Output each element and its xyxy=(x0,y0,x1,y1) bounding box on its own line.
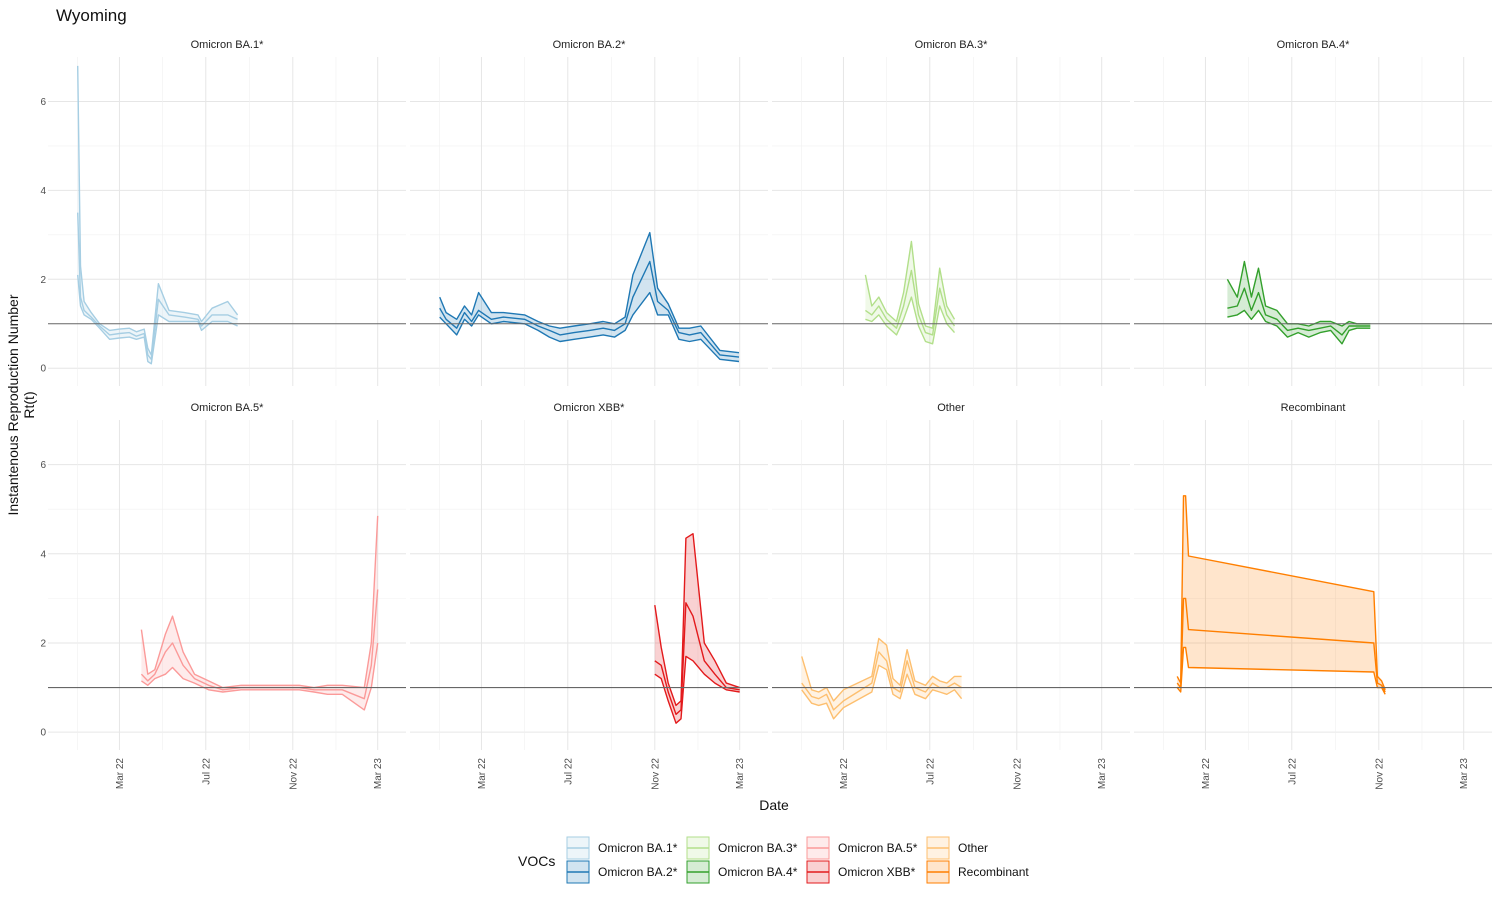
series-line-upper xyxy=(140,515,379,689)
series-line-lower xyxy=(654,655,740,724)
legend-entry-label: Omicron BA.1* xyxy=(598,841,678,855)
x-tick-label: Mar 23 xyxy=(373,758,384,790)
legend-entry-label: Omicron BA.4* xyxy=(718,865,798,879)
legend-entry-label: Omicron XBB* xyxy=(838,865,916,879)
confidence-ribbon xyxy=(865,241,955,344)
series-line-mean xyxy=(77,212,238,360)
facet-strip-label: Omicron BA.4* xyxy=(1277,39,1350,51)
legend-entry-label: Other xyxy=(958,841,988,855)
chart-title: Wyoming xyxy=(56,6,127,25)
legend-entry-label: Recombinant xyxy=(958,865,1029,879)
x-tick-label: Jul 22 xyxy=(563,758,574,785)
facet-strip-label: Omicron BA.5* xyxy=(191,402,264,414)
x-tick-label: Nov 22 xyxy=(288,758,299,790)
y-tick-label: 0 xyxy=(40,364,46,375)
y-tick-label: 6 xyxy=(40,97,46,108)
series-line-mean xyxy=(864,269,956,336)
y-tick-label: 6 xyxy=(40,460,46,471)
legend-title: VOCs xyxy=(518,853,555,869)
x-tick-label: Mar 22 xyxy=(839,758,850,790)
legend-entry-label: Omicron BA.5* xyxy=(838,841,918,855)
series-line-lower xyxy=(865,296,956,345)
y-axis-title-line1: Instantenous Reproduction Number xyxy=(5,294,21,515)
facet-strip-label: Other xyxy=(937,402,965,414)
x-tick-label: Jul 22 xyxy=(925,758,936,785)
x-tick-label: Jul 22 xyxy=(201,758,212,785)
confidence-ribbon xyxy=(141,515,378,710)
confidence-ribbon xyxy=(1177,495,1386,695)
y-axis-title-line2: Rt(t) xyxy=(21,391,37,418)
x-tick-label: Mar 22 xyxy=(477,758,488,790)
series-line-upper xyxy=(77,65,239,356)
facet-strip-label: Omicron BA.3* xyxy=(915,39,988,51)
facet-strip-label: Omicron XBB* xyxy=(554,402,626,414)
x-tick-label: Nov 22 xyxy=(1012,758,1023,790)
confidence-ribbon xyxy=(654,533,740,724)
x-tick-label: Mar 23 xyxy=(735,758,746,790)
y-tick-label: 4 xyxy=(40,186,46,197)
series-line-lower xyxy=(77,274,238,365)
series-line-upper xyxy=(654,533,740,707)
series-line-lower xyxy=(1227,309,1371,345)
y-tick-label: 4 xyxy=(40,549,46,560)
facet-strip-label: Omicron BA.1* xyxy=(191,39,264,51)
x-tick-label: Mar 22 xyxy=(115,758,126,790)
x-tick-label: Nov 22 xyxy=(650,758,661,790)
x-tick-label: Jul 22 xyxy=(1287,758,1298,785)
series-line-mean xyxy=(654,602,740,715)
facet-strip-label: Recombinant xyxy=(1281,402,1346,414)
series-line-lower xyxy=(141,642,379,711)
series-line-mean xyxy=(439,260,740,358)
x-tick-label: Mar 23 xyxy=(1459,758,1470,790)
series-line-lower xyxy=(801,664,963,720)
legend-entry-label: Omicron BA.2* xyxy=(598,865,678,879)
confidence-ribbon xyxy=(439,232,739,362)
x-tick-label: Mar 22 xyxy=(1201,758,1212,790)
x-axis-title: Date xyxy=(759,797,789,813)
y-tick-label: 0 xyxy=(40,728,46,739)
y-tick-label: 2 xyxy=(40,638,46,649)
y-tick-label: 2 xyxy=(40,275,46,286)
series-line-mean xyxy=(1227,287,1371,336)
x-tick-label: Nov 22 xyxy=(1374,758,1385,790)
legend-entry-label: Omicron BA.3* xyxy=(718,841,798,855)
confidence-ribbon xyxy=(801,638,962,719)
series-line-upper xyxy=(1176,495,1386,691)
series-line-upper xyxy=(864,240,956,329)
x-tick-label: Mar 23 xyxy=(1097,758,1108,790)
facet-strip-label: Omicron BA.2* xyxy=(553,39,626,51)
